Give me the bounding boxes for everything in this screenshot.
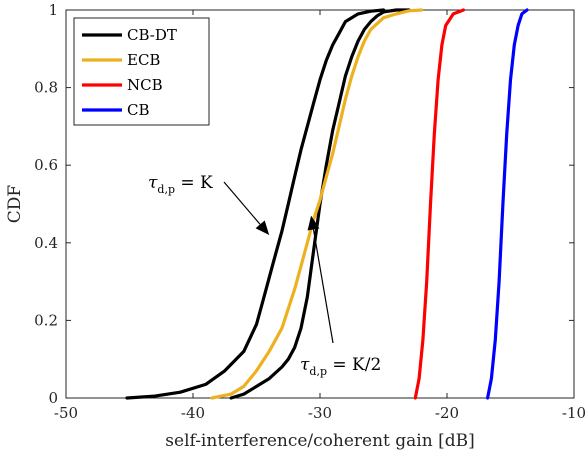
annotation-arrow-tau-k [223, 181, 261, 225]
legend-label: CB [127, 101, 150, 119]
series-line-cb-dt-k2 [229, 8, 411, 400]
annotation-arrowhead-tau-k2 [307, 215, 320, 231]
annotation-arrowhead-tau-k [255, 220, 270, 236]
x-axis-title: self-interference/coherent gain [dB] [165, 431, 474, 451]
y-tick-label: 0.2 [34, 311, 58, 329]
y-tick-label: 0.6 [34, 156, 58, 174]
y-tick-label: 0.8 [34, 79, 58, 97]
annotation-arrow-tau-k2 [312, 229, 334, 344]
annotation-tau-k: τd,p = K [148, 173, 213, 196]
series-line-ncb [413, 8, 466, 400]
y-axis-title: CDF [5, 185, 25, 224]
y-tick-label: 0.4 [34, 234, 58, 252]
x-tick-label: -30 [308, 404, 332, 422]
legend: CB-DT ECB NCB CB [73, 17, 210, 126]
x-tick-label: -50 [54, 404, 78, 422]
y-tick-label: 1 [48, 1, 58, 19]
legend-label: CB-DT [127, 26, 177, 44]
legend-label: NCB [127, 76, 163, 94]
legend-label: ECB [127, 51, 160, 69]
annotations: τd,p = K τd,p = K/2 [148, 173, 381, 378]
series-layer [125, 8, 529, 400]
annotation-tau-k2: τd,p = K/2 [300, 355, 381, 378]
series-line-cb-dt [125, 8, 386, 400]
axis-ticks: -50 -40 -30 -20 -10 0 0.2 0.4 0.6 0.8 1 [34, 1, 586, 422]
series-line-cb [486, 8, 529, 400]
x-tick-label: -20 [435, 404, 459, 422]
series-line-ecb [210, 8, 424, 400]
x-tick-label: -10 [562, 404, 586, 422]
x-tick-label: -40 [181, 404, 205, 422]
y-tick-label: 0 [48, 389, 58, 407]
